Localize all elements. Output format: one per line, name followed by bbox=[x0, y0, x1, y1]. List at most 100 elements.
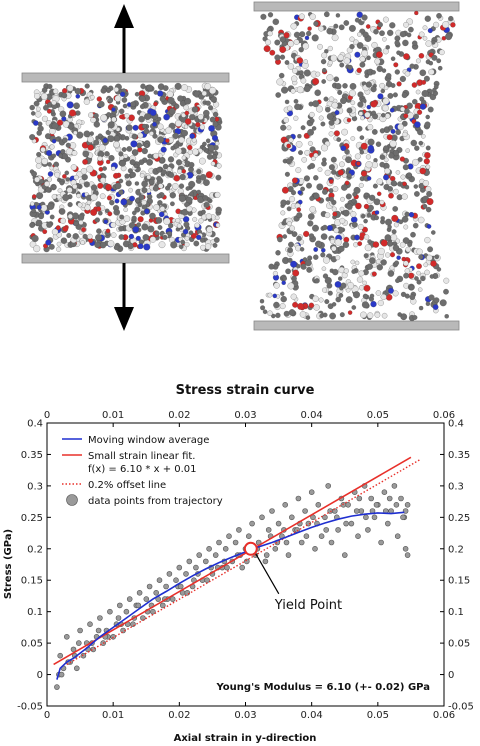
atom bbox=[293, 98, 299, 104]
atom bbox=[170, 145, 176, 151]
atom bbox=[131, 149, 139, 156]
atom bbox=[425, 301, 431, 306]
atom bbox=[156, 193, 162, 199]
atom bbox=[126, 146, 133, 152]
atom bbox=[210, 96, 217, 103]
atom bbox=[178, 195, 186, 202]
atom bbox=[41, 115, 48, 122]
atom bbox=[157, 123, 164, 130]
atom bbox=[303, 175, 310, 182]
atom bbox=[377, 93, 384, 100]
atom bbox=[279, 46, 287, 53]
atom bbox=[107, 97, 113, 104]
atom bbox=[422, 36, 428, 41]
atom bbox=[376, 51, 383, 58]
atom bbox=[181, 169, 187, 174]
atom bbox=[196, 189, 201, 195]
data-point bbox=[224, 564, 230, 571]
data-point bbox=[222, 546, 229, 552]
atom bbox=[132, 210, 137, 216]
atom bbox=[437, 65, 443, 71]
atom bbox=[113, 172, 119, 179]
atom bbox=[163, 113, 170, 121]
atom bbox=[415, 89, 421, 95]
atom bbox=[357, 241, 363, 247]
atom bbox=[126, 124, 133, 131]
atom bbox=[356, 67, 362, 73]
atom bbox=[432, 304, 439, 310]
atom bbox=[427, 246, 434, 253]
atom bbox=[340, 97, 347, 104]
atom bbox=[416, 263, 422, 270]
data-point bbox=[325, 483, 332, 489]
atom bbox=[35, 156, 42, 164]
data-point bbox=[263, 552, 270, 558]
y-tick-label: 0.05 bbox=[21, 639, 43, 650]
atom bbox=[62, 226, 69, 232]
atom bbox=[47, 162, 52, 167]
y-tick-label: 0.1 bbox=[27, 607, 43, 618]
atom bbox=[354, 51, 361, 58]
atom bbox=[363, 234, 370, 240]
molecular-atoms-left bbox=[29, 82, 223, 253]
atom bbox=[72, 183, 78, 190]
atom bbox=[213, 237, 220, 243]
atom bbox=[111, 107, 116, 112]
x-tick-label: 0 bbox=[44, 710, 50, 721]
atom bbox=[309, 118, 315, 124]
atom bbox=[56, 241, 62, 247]
atom bbox=[391, 229, 397, 235]
atom bbox=[311, 156, 316, 161]
atom bbox=[324, 276, 332, 285]
atom bbox=[408, 272, 415, 279]
atom bbox=[35, 219, 43, 227]
atom bbox=[163, 217, 171, 225]
data-point bbox=[123, 608, 130, 615]
atom bbox=[96, 228, 102, 234]
data-point bbox=[97, 615, 103, 621]
atom bbox=[105, 228, 111, 234]
atom bbox=[260, 13, 267, 20]
atom bbox=[404, 211, 410, 217]
atom bbox=[198, 218, 204, 224]
atom bbox=[307, 220, 314, 227]
atom bbox=[137, 202, 143, 208]
atom bbox=[376, 178, 383, 185]
atom bbox=[360, 311, 367, 319]
atom bbox=[374, 58, 381, 65]
x-tick-label-top: 0.04 bbox=[301, 410, 323, 421]
atom bbox=[388, 152, 395, 159]
atom bbox=[404, 268, 410, 274]
atom bbox=[400, 174, 406, 180]
atom bbox=[129, 171, 136, 178]
atom bbox=[416, 270, 421, 276]
atom bbox=[86, 165, 94, 173]
atom bbox=[81, 227, 87, 233]
y-tick-label-right: 0.25 bbox=[448, 513, 470, 524]
atom bbox=[292, 301, 299, 308]
atom bbox=[376, 264, 383, 271]
legend-moving-average: Moving window average bbox=[88, 435, 209, 446]
atom bbox=[382, 97, 390, 105]
atom bbox=[43, 104, 49, 111]
atom bbox=[157, 136, 165, 143]
atom bbox=[182, 229, 189, 235]
data-point bbox=[353, 508, 360, 514]
atom bbox=[104, 151, 110, 157]
data-point bbox=[335, 527, 341, 533]
atom bbox=[33, 100, 40, 107]
atom bbox=[125, 180, 132, 187]
atom bbox=[360, 170, 368, 177]
atom bbox=[423, 262, 428, 268]
atom bbox=[382, 48, 389, 55]
atom bbox=[31, 208, 37, 214]
atom bbox=[284, 99, 290, 105]
atom bbox=[380, 216, 385, 221]
stress-strain-chart: Stress strain curve Axial strain in y-di… bbox=[3, 383, 474, 744]
atom bbox=[377, 22, 383, 28]
atom bbox=[393, 188, 399, 195]
atom bbox=[167, 231, 173, 236]
atom bbox=[181, 208, 189, 216]
atom bbox=[312, 78, 320, 85]
atom bbox=[94, 217, 100, 223]
